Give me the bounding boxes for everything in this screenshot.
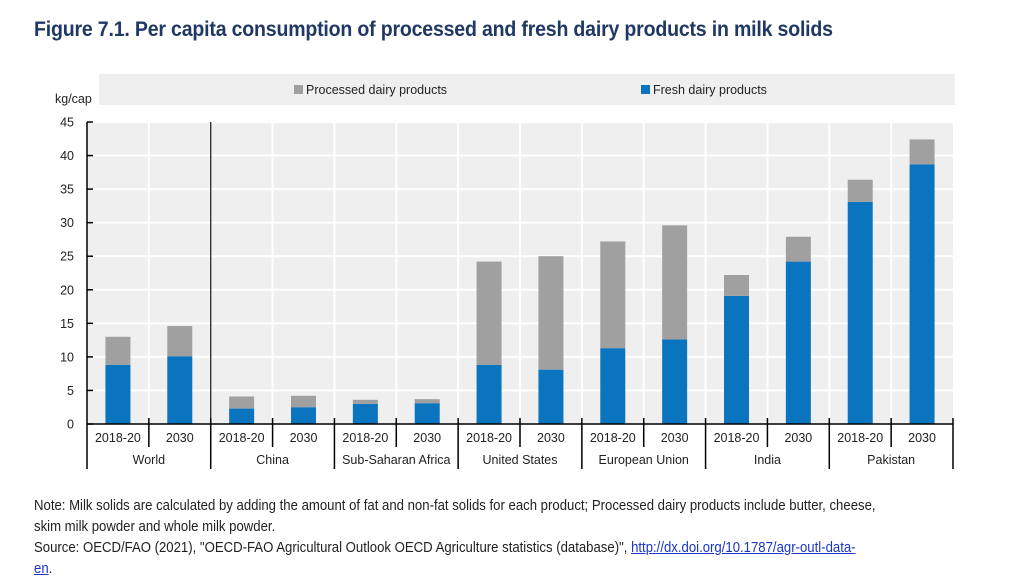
bar-processed <box>785 236 811 262</box>
bar-fresh <box>352 403 378 424</box>
period-label: 2018-20 <box>590 431 636 445</box>
group-label: India <box>754 453 781 467</box>
bar-fresh <box>909 164 935 424</box>
bar-processed <box>291 395 316 408</box>
y-axis-label: kg/cap <box>55 92 92 106</box>
source-text: Source: OECD/FAO (2021), "OECD-FAO Agric… <box>34 540 632 556</box>
bar-fresh <box>662 339 688 424</box>
period-label: 2018-20 <box>219 431 265 445</box>
bar-fresh <box>785 261 811 424</box>
y-tick-label: 15 <box>60 317 74 331</box>
y-tick-label: 25 <box>60 250 74 264</box>
gridlines <box>87 121 953 424</box>
legend-swatch-fresh <box>641 85 650 94</box>
period-label: 2030 <box>290 431 318 445</box>
bar-processed <box>600 241 626 349</box>
note-line-2: skim milk powder and whole milk powder. <box>34 519 276 535</box>
legend-label-fresh: Fresh dairy products <box>653 83 767 97</box>
legend-label-processed: Processed dairy products <box>306 83 447 97</box>
period-label: 2030 <box>413 431 441 445</box>
source-line-2: en. <box>34 559 917 580</box>
period-label: 2030 <box>166 431 194 445</box>
bar-fresh <box>600 348 626 424</box>
bar-processed <box>167 326 193 357</box>
bar-processed <box>724 275 749 296</box>
legend-swatch-processed <box>294 85 303 94</box>
axes <box>86 121 954 469</box>
bar-fresh <box>414 403 440 424</box>
source-line: Source: OECD/FAO (2021), "OECD-FAO Agric… <box>34 538 917 559</box>
group-label: World <box>133 453 165 467</box>
legend-background <box>99 74 955 105</box>
bar-fresh <box>105 364 131 424</box>
figure-title: Figure 7.1. Per capita consumption of pr… <box>34 18 833 41</box>
bar-processed <box>538 256 564 370</box>
bar-processed <box>476 261 502 365</box>
source-link[interactable]: http://dx.doi.org/10.1787/agr-outl-data- <box>631 540 856 556</box>
period-label: 2030 <box>537 431 565 445</box>
bar-processed <box>229 396 255 409</box>
group-label: United States <box>482 453 557 467</box>
period-label: 2018-20 <box>342 431 388 445</box>
bar-processed <box>352 399 378 404</box>
bar-fresh <box>229 408 255 424</box>
y-tick-label: 45 <box>60 116 74 130</box>
bar-fresh <box>291 407 316 424</box>
period-label: 2018-20 <box>714 431 760 445</box>
group-label: Pakistan <box>867 453 915 467</box>
group-label: China <box>256 453 289 467</box>
bar-fresh <box>167 356 193 424</box>
bar-processed <box>909 139 935 165</box>
source-link-continued[interactable]: en <box>34 561 49 577</box>
bar-processed <box>662 225 688 340</box>
bar-fresh <box>847 201 873 424</box>
legend: Processed dairy products Fresh dairy pro… <box>99 74 955 105</box>
period-label: 2018-20 <box>95 431 141 445</box>
notes-section: Note: Milk solids are calculated by addi… <box>34 496 994 580</box>
y-tick-label: 20 <box>60 283 74 297</box>
y-tick-label: 5 <box>67 384 74 398</box>
bar-fresh <box>538 369 564 424</box>
group-label: European Union <box>599 453 689 467</box>
source-suffix: . <box>48 561 53 577</box>
period-label: 2030 <box>661 431 689 445</box>
y-tick-label: 0 <box>67 418 74 432</box>
bar-processed <box>414 399 440 404</box>
period-label: 2030 <box>908 431 936 445</box>
y-tick-label: 30 <box>60 216 74 230</box>
bar-fresh <box>724 295 749 424</box>
period-label: 2030 <box>784 431 812 445</box>
period-label: 2018-20 <box>837 431 883 445</box>
bars <box>105 139 935 424</box>
y-tick-label: 35 <box>60 183 74 197</box>
group-label: Sub-Saharan Africa <box>342 453 450 467</box>
y-tick-label: 10 <box>60 350 74 364</box>
bar-fresh <box>476 364 502 424</box>
bar-processed <box>847 179 873 202</box>
note-line-1: Note: Milk solids are calculated by addi… <box>34 498 876 514</box>
period-label: 2018-20 <box>466 431 512 445</box>
y-tick-label: 40 <box>60 149 74 163</box>
bar-processed <box>105 336 131 365</box>
